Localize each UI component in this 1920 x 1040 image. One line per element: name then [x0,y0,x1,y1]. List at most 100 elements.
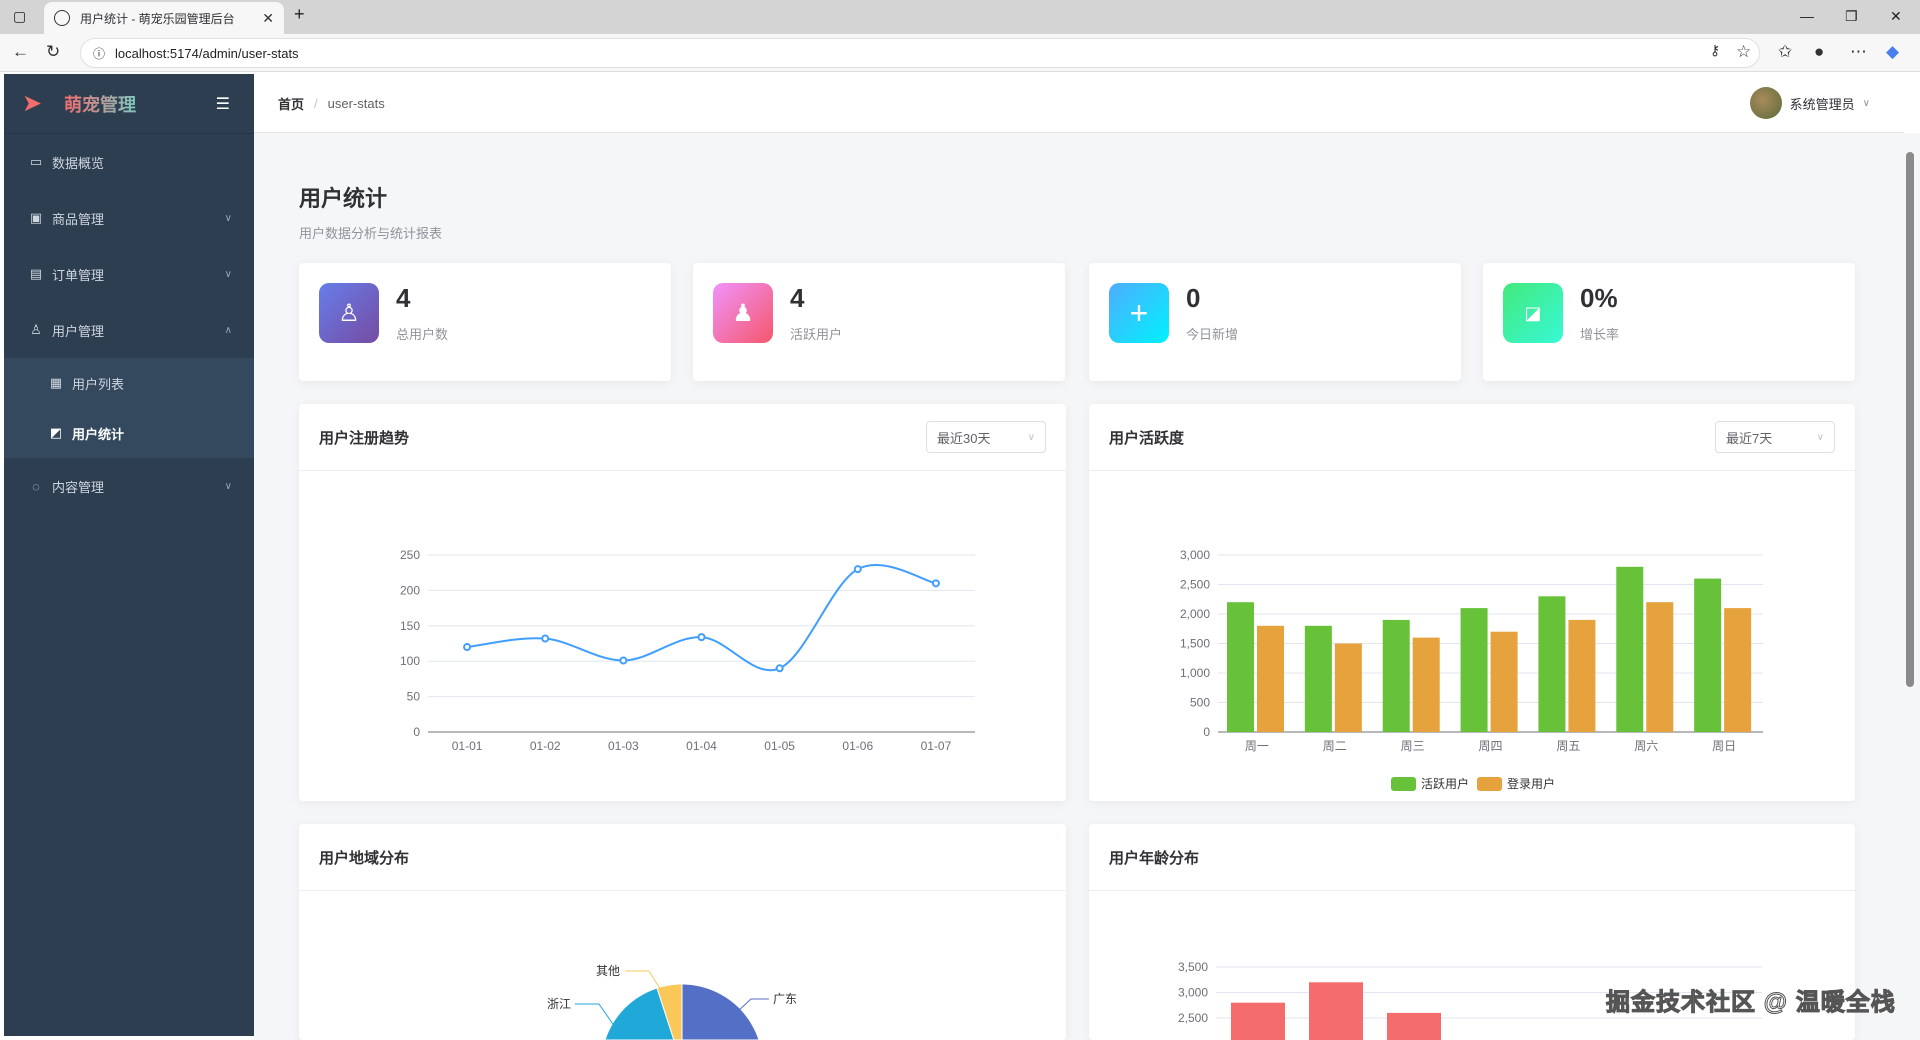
dashboard-icon: ▭ [29,154,43,169]
chat-icon: ◌ [32,478,40,494]
age-bar [1387,1012,1441,1040]
y-tick-label: 3,000 [1178,986,1208,1000]
profile-icon[interactable]: ● [1814,42,1825,61]
user-menu[interactable]: 系统管理员 ∨ [1749,87,1870,119]
pie-label: 其他 [596,964,620,978]
region-card: 用户地域分布 广东 浙江 其他 [299,824,1066,1040]
document-icon: ▤ [29,266,43,281]
x-tick-label: 01-05 [764,739,795,753]
scrollbar-thumb[interactable] [1906,152,1914,687]
browser-tab[interactable]: 用户统计 - 萌宠乐园管理后台 ✕ [44,2,284,34]
sidebar-item-users[interactable]: ♙ 用户管理 ∧ [4,302,254,358]
trend-icon: ◪ [1503,283,1563,343]
bar-登录用户 [1490,631,1518,732]
copilot-icon[interactable]: ◆ [1886,42,1900,61]
sidebar-item-content[interactable]: ◌ 内容管理 ∨ [4,458,254,514]
bar-活跃用户 [1460,608,1488,732]
card-title: 用户地域分布 [319,849,410,867]
restore-icon[interactable]: ❐ [1845,8,1858,24]
url-input[interactable]: ⓘ localhost:5174/admin/user-stats [80,38,1760,68]
activity-bar-chart: 0 500 1,000 1,500 2,000 2,500 3,000 周一 周二 周三 周四 周五 周… [1180,548,1763,791]
chevron-down-icon: ∨ [224,212,232,224]
menu-label: 用户统计 [72,426,125,442]
logo: ➤ 萌宠管理 ☰ [4,74,254,134]
data-point [775,664,784,673]
sidebar-item-user-list[interactable]: ▦ 用户列表 [4,358,254,408]
y-tick-label: 100 [400,654,420,668]
pie-slice-广东 [681,983,760,1040]
stat-label: 今日新增 [1186,327,1239,342]
breadcrumb-separator: / [314,95,318,111]
sidebar-item-products[interactable]: ▣ 商品管理 ∨ [4,190,254,246]
data-point [619,656,628,665]
select-value: 最近30天 [937,430,991,446]
activity-card: 用户活跃度 最近7天 ∨ 0 500 1,000 1,500 2,000 2,500 3,00… [1089,404,1855,801]
y-tick-label: 0 [1203,725,1210,739]
activity-range-select[interactable]: 最近7天 ∨ [1715,421,1835,453]
sidebar-item-orders[interactable]: ▤ 订单管理 ∨ [4,246,254,302]
menu-label: 用户列表 [72,376,125,392]
sidebar: ➤ 萌宠管理 ☰ ▭ 数据概览 ▣ 商品管理 ∨ ▤ 订单管理 ∨ ♙ 用户管理 ∧ ▦ 用户列… [4,74,254,1036]
bar-登录用户 [1412,637,1440,732]
menu-label: 订单管理 [52,267,105,283]
reload-icon[interactable]: ↻ [46,42,61,61]
x-tick-label: 01-01 [452,739,483,753]
clipboard-icon: ▦ [49,375,63,390]
x-tick-label: 01-07 [921,739,952,753]
shopping-bag-icon: ▣ [29,210,43,225]
browser-tab-bar: ▢ 用户统计 - 萌宠乐园管理后台 ✕ + — ❐ ✕ [0,0,1920,34]
stat-value: 4 [396,283,411,313]
age-bar [1231,1002,1285,1040]
bar-活跃用户 [1304,625,1332,732]
stat-value: 0% [1580,283,1618,313]
new-tab-icon[interactable]: + [294,4,305,24]
key-icon[interactable]: ⚷ [1710,42,1721,58]
menu-toggle-icon[interactable]: ☰ [215,95,230,113]
sidebar-item-user-stats[interactable]: ◩ 用户统计 [4,408,254,458]
stat-card-active-users: ♟ 4 活跃用户 [693,263,1065,381]
bar-登录用户 [1257,625,1284,732]
paper-plane-icon: ➤ [22,89,43,117]
top-header: 首页 / user-stats 系统管理员 ∨ [254,74,1904,133]
tab-actions-icon[interactable]: ▢ [13,8,27,24]
x-tick-label: 周六 [1634,739,1658,753]
stat-value: 0 [1186,283,1201,313]
user-icon: ♙ [30,322,42,337]
bar-活跃用户 [1694,578,1722,732]
close-window-icon[interactable]: ✕ [1890,8,1902,24]
age-card: 用户年龄分布 2,500 3,000 3,500 [1089,824,1855,1040]
close-tab-icon[interactable]: ✕ [262,9,274,26]
plus-icon: + [1109,283,1169,343]
breadcrumb-home[interactable]: 首页 [278,96,305,112]
chevron-down-icon: ∨ [1027,431,1035,443]
legend-label: 登录用户 [1507,776,1555,791]
y-tick-label: 0 [413,725,420,739]
favorites-icon[interactable]: ✩ [1778,42,1793,61]
series-line [466,563,937,672]
x-tick-label: 周五 [1556,739,1580,753]
stat-card-growth-rate: ◪ 0% 增长率 [1483,263,1855,381]
sidebar-item-dashboard[interactable]: ▭ 数据概览 [4,134,254,190]
minimize-icon[interactable]: — [1800,8,1814,24]
y-tick-label: 150 [400,619,420,633]
stat-value: 4 [790,283,805,313]
bar-登录用户 [1334,643,1362,732]
bar-登录用户 [1568,619,1596,732]
x-tick-label: 周三 [1401,739,1425,753]
stat-label: 总用户数 [396,327,449,342]
menu-label: 商品管理 [52,211,105,227]
star-icon[interactable]: ☆ [1736,42,1752,61]
more-icon[interactable]: ⋯ [1850,42,1867,61]
back-icon[interactable]: ← [12,42,29,61]
bar-登录用户 [1724,608,1752,732]
pie-slice-浙江 [604,987,675,1040]
label-line [735,998,769,1014]
x-tick-label: 周日 [1712,739,1736,753]
info-icon: ⓘ [93,46,106,61]
menu-label: 内容管理 [52,479,105,495]
chart-icon: ◩ [49,425,63,440]
page-title: 用户统计 [299,186,388,211]
pie-label: 浙江 [547,997,571,1011]
bar-登录用户 [1646,602,1674,732]
trend-range-select[interactable]: 最近30天 ∨ [926,421,1046,453]
